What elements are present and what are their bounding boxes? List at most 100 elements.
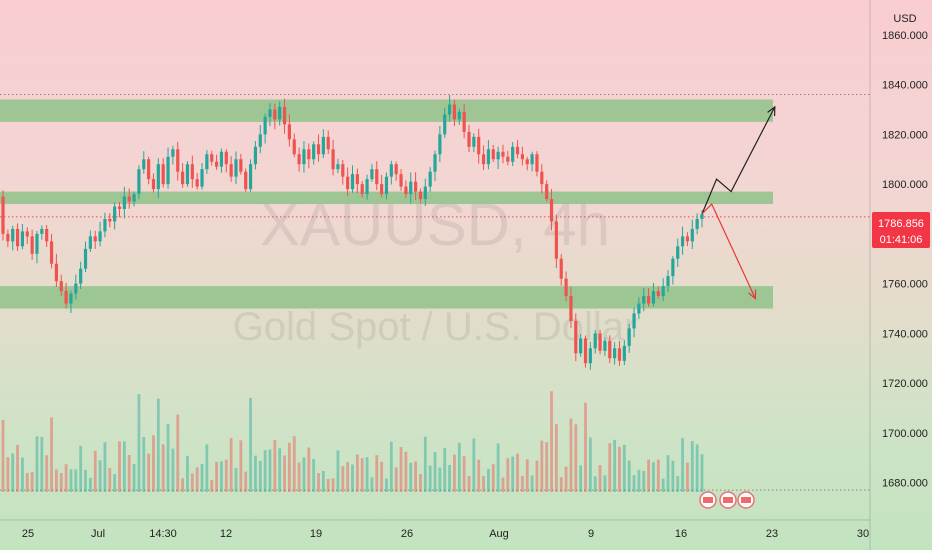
candle-body [433, 154, 437, 172]
zone-box [0, 286, 773, 309]
candle-body [666, 276, 670, 287]
candle-body [370, 169, 374, 180]
event-icons[interactable] [699, 491, 755, 509]
candle-body [224, 151, 228, 165]
volume-bar [147, 453, 151, 492]
volume-bar [389, 441, 393, 492]
volume-bar [11, 453, 15, 492]
volume-bar [681, 438, 684, 492]
candle-body [588, 348, 592, 364]
volume-bar [234, 467, 238, 492]
candle-body [569, 296, 573, 321]
volume-bar [598, 465, 602, 492]
last-price-value: 1786.856 [878, 218, 924, 230]
candle-body [452, 104, 457, 120]
volume-bar [428, 465, 432, 492]
candle-body [93, 236, 97, 242]
price-tick-label: 1820.000 [882, 129, 928, 141]
volume-bar [35, 436, 39, 492]
volume-bar [540, 440, 544, 492]
candle-body [132, 194, 136, 202]
candle-body [54, 263, 58, 282]
volume-bar [186, 455, 189, 492]
volume-bar [220, 461, 223, 492]
flag-stripe-icon [741, 497, 751, 503]
forecast-layer [701, 105, 776, 300]
candle-body [219, 151, 224, 167]
candle-body [520, 154, 524, 160]
candle-body [79, 268, 83, 284]
volume-bar [321, 470, 325, 492]
volume-bar [472, 438, 476, 492]
volume-bar [108, 468, 112, 492]
candle-body [117, 206, 122, 209]
candle-body [244, 171, 248, 190]
candle-body [501, 151, 505, 157]
volume-bar [394, 467, 398, 492]
candle-body [530, 154, 534, 165]
price-tick-label: 1760.000 [882, 279, 928, 291]
volume-bar [530, 475, 534, 492]
candle-body [214, 161, 219, 167]
volume-bar [414, 461, 418, 492]
candle-body [302, 149, 306, 165]
volume-bar [268, 449, 272, 492]
candle-body [365, 179, 369, 195]
volume-bar [171, 448, 175, 492]
time-tick-label: Aug [489, 528, 509, 540]
candle-body [181, 171, 185, 185]
candle-body [389, 164, 393, 177]
volume-bar [74, 469, 78, 492]
candle-body [98, 231, 102, 242]
price-axis[interactable]: USD 1860.0001840.0001820.0001800.0001780… [869, 0, 928, 550]
volume-bar [574, 424, 578, 492]
candle-body [64, 291, 68, 304]
candle-body [331, 149, 335, 170]
candle-body [637, 303, 641, 314]
candle-body [171, 149, 175, 157]
candle-body [35, 233, 39, 254]
volume-bar [118, 441, 121, 492]
volume-bar [477, 459, 481, 492]
flag-stripe-icon [703, 497, 713, 503]
volume-bar [593, 476, 597, 492]
candle-body [554, 221, 558, 259]
volume-bar [419, 473, 422, 492]
volume-bar [317, 473, 320, 492]
volume-bar [491, 464, 495, 492]
volume-layer [1, 391, 704, 492]
candle-body [239, 159, 243, 172]
candle-body [506, 156, 510, 162]
volume-bar [137, 394, 141, 492]
candle-body [248, 164, 253, 190]
candle-body [122, 196, 126, 209]
volume-bar [365, 457, 369, 492]
volume-bar [249, 397, 252, 492]
volume-bar [161, 444, 165, 492]
volume-bar [6, 457, 10, 492]
volume-bar [278, 448, 282, 492]
candle-body [627, 328, 631, 346]
time-axis[interactable]: 25 Jul 14:30 12 19 26 Aug 9 16 23 30 [0, 519, 870, 540]
volume-bar [244, 471, 248, 492]
volume-bar [569, 418, 573, 492]
volume-bar [93, 450, 97, 492]
volume-bar [122, 441, 126, 492]
candle-body [20, 231, 25, 247]
candle-body [307, 149, 311, 160]
candle-body [346, 176, 350, 190]
candle-body [404, 186, 408, 195]
volume-bar [666, 455, 670, 492]
volume-bar [525, 459, 529, 492]
candle-body [156, 164, 160, 190]
volume-bar [676, 476, 680, 492]
volume-bar [370, 477, 374, 492]
volume-bar [302, 457, 306, 492]
volume-bar [98, 460, 102, 492]
forecast-up-arrow [701, 106, 776, 215]
candle-body [25, 231, 29, 237]
volume-bar [404, 451, 408, 492]
volume-bar [25, 472, 29, 492]
